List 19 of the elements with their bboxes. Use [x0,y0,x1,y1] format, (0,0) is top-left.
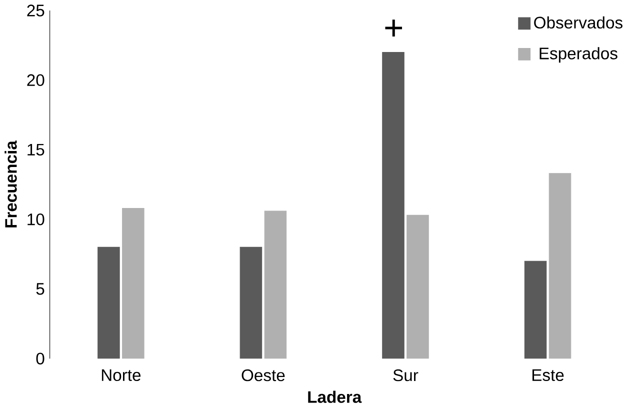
x-axis-title: Ladera [308,390,362,404]
x-tick-label: Norte [102,370,141,382]
bar [98,247,120,359]
y-tick-label: 10 [28,214,44,226]
y-axis-title: Frecuencia [4,140,17,228]
bar [524,261,547,359]
annotation: + [385,20,402,37]
bar [382,52,404,359]
y-tick-label: 20 [27,74,44,86]
legend-label: Esperados [540,47,618,63]
bar [240,247,262,359]
y-tick-label: 15 [28,144,44,156]
x-tick-label: Este [532,370,564,382]
y-tick-label: 25 [27,4,44,17]
y-tick-label: 0 [36,352,44,365]
x-tick-label: Oeste [242,370,285,382]
y-tick-label: 5 [36,283,44,295]
x-tick-label: Sur [393,370,418,382]
legend-label: Observados [534,16,622,29]
